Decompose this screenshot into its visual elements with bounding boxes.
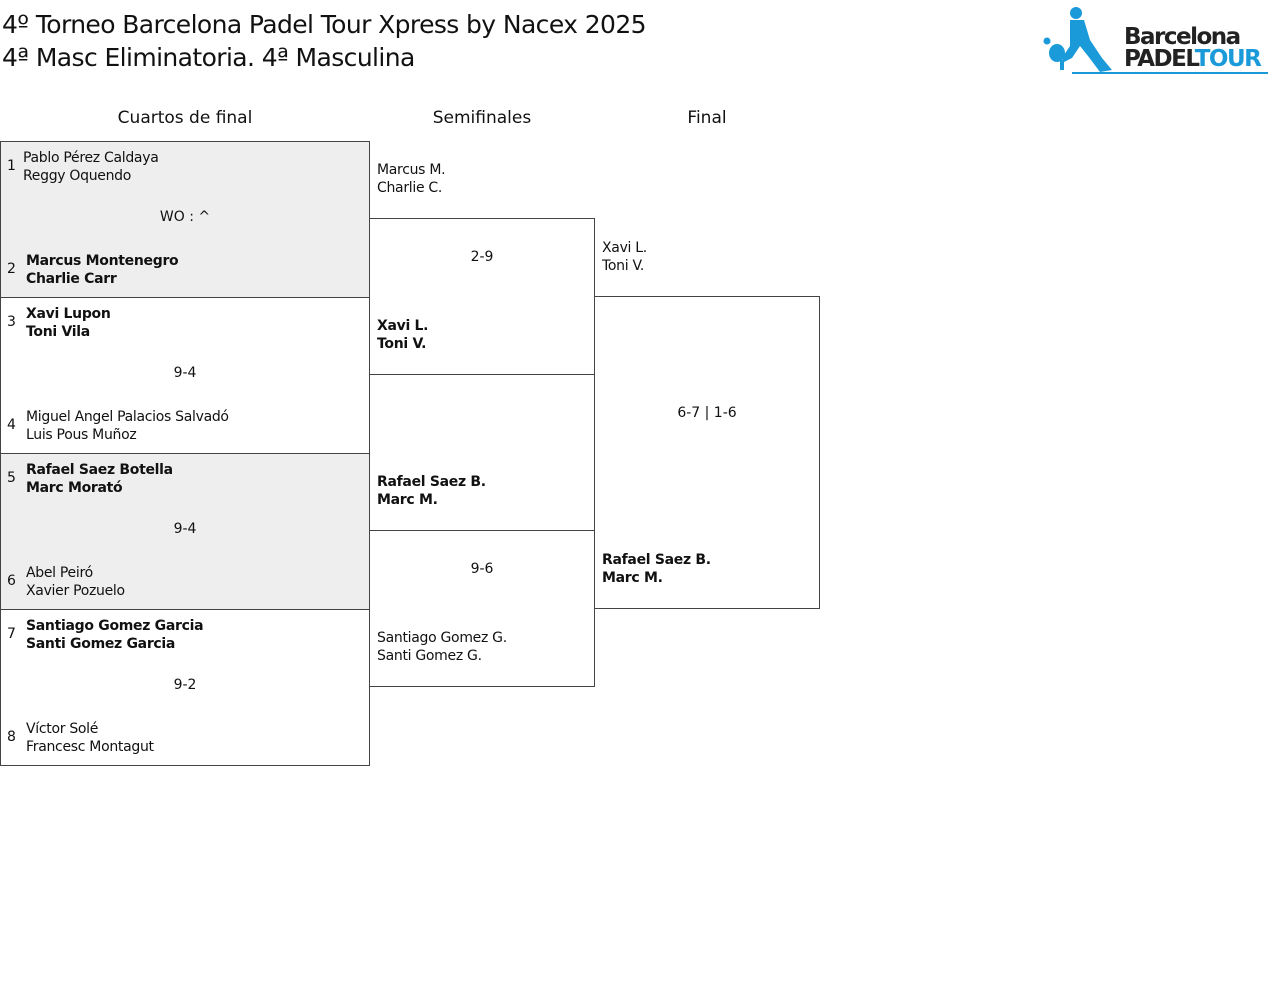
qf-team: Marcus Montenegro Charlie Carr (26, 253, 179, 287)
quarterfinal-match (0, 453, 370, 610)
sf1-score: 2-9 (470, 249, 494, 265)
qf-team: Xavi Lupon Toni Vila (26, 306, 111, 340)
seed-number: 6 (7, 573, 16, 589)
sf2-team-1: Rafael Saez B. Marc M. (377, 474, 486, 508)
page-title: 4º Torneo Barcelona Padel Tour Xpress by… (2, 10, 647, 72)
padel-player-icon (1043, 7, 1112, 72)
sf2-team-2: Santiago Gomez G. Santi Gomez G. (377, 630, 507, 664)
qf-score: 9-4 (173, 365, 197, 381)
qf-team: Pablo Pérez Caldaya Reggy Oquendo (23, 150, 159, 184)
sf1-team-2: Xavi L. Toni V. (377, 318, 429, 352)
qf-score: WO : ^ (159, 209, 211, 225)
logo: Barcelona PADELTOUR (1042, 6, 1270, 76)
final-team-1: Xavi L. Toni V. (602, 240, 647, 274)
quarterfinal-match (0, 609, 370, 766)
seed-number: 7 (7, 626, 16, 642)
round-header-semifinals: Semifinales (432, 108, 532, 128)
qf-team: Rafael Saez Botella Marc Morató (26, 462, 173, 496)
seed-number: 2 (7, 261, 16, 277)
seed-number: 4 (7, 417, 16, 433)
sf2-score: 9-6 (470, 561, 494, 577)
final-match (594, 296, 820, 609)
round-header-quarterfinals: Cuartos de final (117, 108, 253, 128)
sf1-team-1: Marcus M. Charlie C. (377, 162, 446, 196)
qf-team: Víctor Solé Francesc Montagut (26, 721, 154, 755)
seed-number: 3 (7, 314, 16, 330)
qf-score: 9-2 (173, 677, 197, 693)
qf-team: Santiago Gomez Garcia Santi Gomez Garcia (26, 618, 204, 652)
round-header-final: Final (687, 108, 727, 128)
seed-number: 8 (7, 729, 16, 745)
seed-number: 1 (7, 158, 16, 174)
final-team-2: Rafael Saez B. Marc M. (602, 552, 711, 586)
quarterfinal-match (0, 141, 370, 298)
seed-number: 5 (7, 470, 16, 486)
qf-team: Miguel Angel Palacios Salvadó Luis Pous M… (26, 409, 229, 443)
final-score: 6-7 | 1-6 (677, 405, 737, 421)
qf-team: Abel Peiró Xavier Pozuelo (26, 565, 125, 599)
qf-score: 9-4 (173, 521, 197, 537)
